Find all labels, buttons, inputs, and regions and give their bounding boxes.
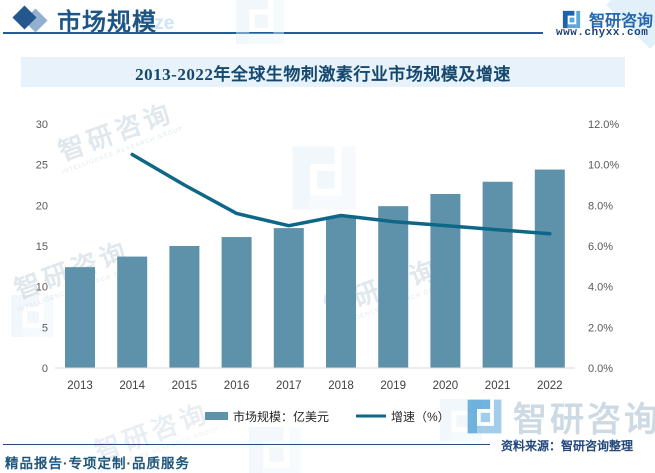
left-axis-tick: 20 (36, 200, 48, 212)
bar-2022 (534, 169, 565, 368)
data-source: 资料来源：智研咨询整理 (501, 439, 634, 453)
bottom-watermark: 智研咨询 (462, 392, 655, 441)
right-axis-tick: 8.0% (588, 200, 613, 212)
watermark-logo-icon (467, 399, 502, 434)
right-axis-tick: 6.0% (588, 241, 613, 253)
bar-2016 (221, 237, 252, 368)
legend-bar-label: 市场规模：亿美元 (233, 409, 329, 424)
bar-2018 (326, 216, 356, 368)
left-axis-tick: 0 (42, 363, 48, 375)
bar-2014 (117, 256, 148, 368)
page-title: 市场规模 (57, 10, 157, 36)
x-axis-label: 2022 (537, 380, 563, 392)
footer-slogan: 精品报告·专项定制·品质服务 (5, 456, 190, 471)
x-axis-label: 2021 (485, 380, 511, 392)
bar-2021 (482, 181, 513, 368)
left-axis-tick: 25 (36, 160, 48, 172)
header-divider (3, 32, 543, 34)
right-axis-tick: 10.0% (588, 160, 619, 172)
bar-2020 (430, 193, 461, 368)
chart-title-banner: 2013-2022年全球生物刺激素行业市场规模及增速 (21, 57, 625, 87)
chart-title: 2013-2022年全球生物刺激素行业市场规模及增速 (135, 64, 511, 84)
x-axis-label: 2013 (67, 380, 93, 392)
legend-line-label: 增速（%） (391, 410, 450, 424)
footer-divider (3, 444, 490, 445)
right-axis-tick: 4.0% (588, 282, 613, 294)
x-axis-label: 2014 (119, 380, 145, 392)
watermark-brand-large: 智研咨询 (513, 401, 655, 439)
watermark-logo-icon (236, 0, 284, 44)
bar-2017 (273, 228, 304, 368)
x-axis-label: 2015 (172, 380, 198, 392)
bar-2013 (65, 267, 95, 368)
x-axis-label: 2016 (224, 380, 250, 392)
left-axis-tick: 10 (36, 282, 48, 294)
x-axis-label: 2017 (276, 380, 302, 392)
brand-name: 智研咨询 (589, 13, 654, 30)
left-axis-tick: 30 (36, 119, 48, 131)
x-axis-label: 2020 (433, 380, 459, 392)
left-axis-tick: 15 (36, 241, 48, 253)
x-axis-label: 2018 (328, 380, 354, 392)
growth-line (130, 152, 552, 236)
left-axis-tick: 5 (42, 322, 48, 334)
section-marker-icon (12, 5, 54, 33)
right-axis-tick: 2.0% (588, 322, 613, 334)
chart: 0 5 10 15 20 25 30 0.0% 2.0% 4.0% 6.0% 8.0% 10.0% 12.… (36, 119, 620, 424)
x-axis-label: 2019 (380, 380, 406, 392)
bar-2019 (378, 206, 409, 368)
watermark-ghost-text: ize (149, 13, 175, 34)
brand-logo: 智研咨询 (560, 7, 653, 31)
website-link[interactable]: www.chyxx.com (556, 27, 649, 39)
brand-logo-icon (562, 10, 581, 28)
right-axis-tick: 0.0% (588, 363, 613, 375)
bar-2015 (169, 246, 200, 368)
legend-bar-swatch (205, 412, 228, 420)
right-axis-tick: 12.0% (588, 119, 619, 131)
